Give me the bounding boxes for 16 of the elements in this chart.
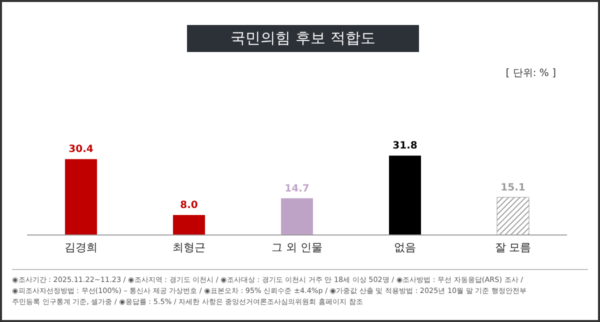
text: [ 단위: % ] — [506, 67, 556, 80]
x-tick-label: 김경희 — [64, 240, 98, 254]
x-tick-label: 그 외 인물 — [272, 240, 322, 254]
chart-title: 국민의힘 후보 적합도 — [187, 25, 419, 52]
data-label: 8.0 — [180, 200, 198, 212]
x-tick-label: 최형근 — [172, 240, 206, 254]
x-tick-label: 잘 모름 — [494, 240, 532, 254]
data-label: 14.7 — [284, 183, 310, 194]
data-label: 15.1 — [500, 182, 526, 194]
data-label: 30.4 — [68, 144, 94, 156]
bar — [389, 156, 421, 235]
x-tick-label: 없음 — [394, 240, 416, 254]
bar — [281, 198, 313, 235]
bar — [65, 159, 97, 235]
bar — [173, 215, 205, 235]
data-label: 31.8 — [392, 140, 418, 152]
